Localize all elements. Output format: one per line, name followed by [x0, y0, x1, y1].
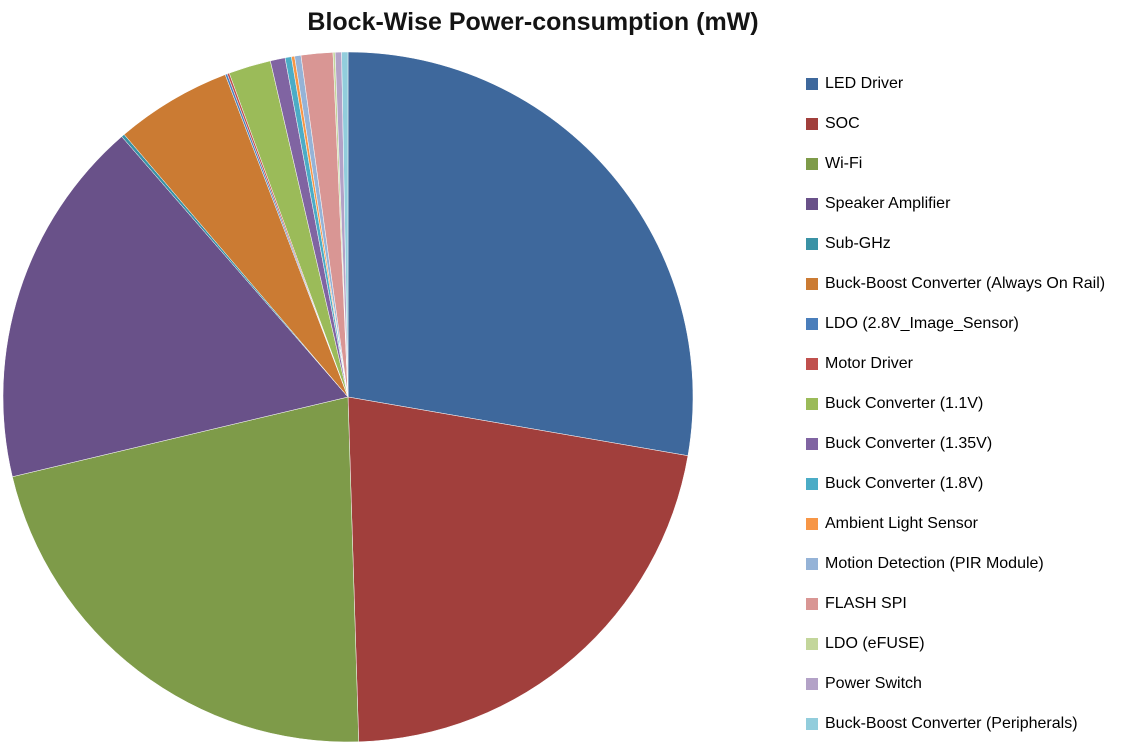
- legend-item-flash-spi: FLASH SPI: [806, 584, 1105, 624]
- pie-slice-buck-boost-converter-peripherals: [341, 51, 349, 398]
- legend-swatch: [806, 198, 818, 210]
- legend-label: Power Switch: [825, 675, 922, 692]
- legend-item-soc: SOC: [806, 104, 1105, 144]
- legend-label: Buck Converter (1.1V): [825, 395, 984, 412]
- legend-label: Sub-GHz: [825, 235, 891, 252]
- legend-swatch: [806, 278, 818, 290]
- chart-legend: LED Driver SOC Wi-Fi Speaker Amplifier Sub-G…: [806, 64, 1105, 744]
- legend-swatch: [806, 638, 818, 650]
- pie-slice-led-driver: [347, 51, 694, 457]
- legend-swatch: [806, 78, 818, 90]
- legend-label: Motor Driver: [825, 355, 914, 372]
- legend-label: Buck Converter (1.8V): [825, 475, 984, 492]
- legend-swatch: [806, 398, 818, 410]
- legend-item-motor-driver: Motor Driver: [806, 344, 1105, 384]
- legend-label: Wi-Fi: [825, 155, 863, 172]
- legend-label: Motion Detection (PIR Module): [825, 555, 1044, 572]
- legend-item-buck-converter-1-1v: Buck Converter (1.1V): [806, 384, 1105, 424]
- legend-item-ldo-2-8v-image-sensor: LDO (2.8V_Image_Sensor): [806, 304, 1105, 344]
- pie-slice-soc: [347, 396, 689, 743]
- legend-item-power-switch: Power Switch: [806, 664, 1105, 704]
- legend-swatch: [806, 358, 818, 370]
- legend-item-buck-boost-converter-always-on-rail: Buck-Boost Converter (Always On Rail): [806, 264, 1105, 304]
- legend-item-ambient-light-sensor: Ambient Light Sensor: [806, 504, 1105, 544]
- legend-label: LDO (2.8V_Image_Sensor): [825, 315, 1019, 332]
- legend-swatch: [806, 238, 818, 250]
- legend-swatch: [806, 158, 818, 170]
- legend-swatch: [806, 558, 818, 570]
- legend-label: Speaker Amplifier: [825, 195, 951, 212]
- legend-label: SOC: [825, 115, 860, 132]
- legend-label: Buck Converter (1.35V): [825, 435, 993, 452]
- legend-swatch: [806, 598, 818, 610]
- legend-label: Buck-Boost Converter (Always On Rail): [825, 275, 1106, 292]
- legend-swatch: [806, 478, 818, 490]
- pie-chart: [2, 51, 694, 743]
- legend-swatch: [806, 678, 818, 690]
- legend-label: LED Driver: [825, 75, 904, 92]
- chart-title: Block-Wise Power-consumption (mW): [307, 8, 759, 36]
- legend-item-ldo-efuse: LDO (eFUSE): [806, 624, 1105, 664]
- legend-item-sub-ghz: Sub-GHz: [806, 224, 1105, 264]
- legend-swatch: [806, 518, 818, 530]
- legend-item-wi-fi: Wi-Fi: [806, 144, 1105, 184]
- legend-item-buck-converter-1-35v: Buck Converter (1.35V): [806, 424, 1105, 464]
- legend-item-motion-detection-pir-module: Motion Detection (PIR Module): [806, 544, 1105, 584]
- pie-slice-wi-fi: [12, 396, 359, 743]
- legend-item-speaker-amplifier: Speaker Amplifier: [806, 184, 1105, 224]
- legend-item-buck-converter-1-8v: Buck Converter (1.8V): [806, 464, 1105, 504]
- legend-label: Ambient Light Sensor: [825, 515, 978, 532]
- legend-swatch: [806, 118, 818, 130]
- legend-item-led-driver: LED Driver: [806, 64, 1105, 104]
- legend-item-buck-boost-converter-peripherals: Buck-Boost Converter (Peripherals): [806, 704, 1105, 744]
- pie-slice-speaker-amplifier: [2, 136, 349, 478]
- legend-swatch: [806, 718, 818, 730]
- legend-swatch: [806, 438, 818, 450]
- legend-label: Buck-Boost Converter (Peripherals): [825, 715, 1078, 732]
- legend-label: LDO (eFUSE): [825, 635, 925, 652]
- legend-swatch: [806, 318, 818, 330]
- legend-label: FLASH SPI: [825, 595, 907, 612]
